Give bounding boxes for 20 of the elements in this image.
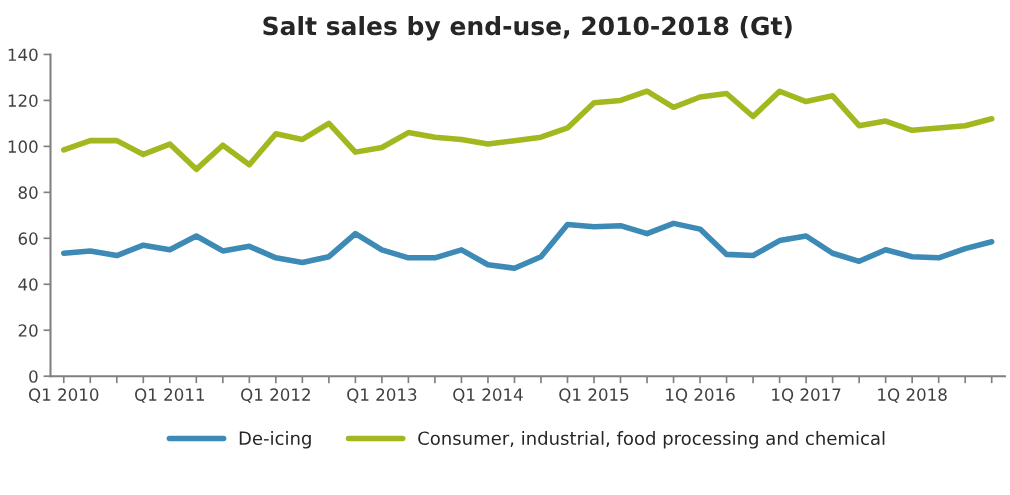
y-tick-label: 140: [8, 48, 38, 62]
x-tick-label: 1Q 2017: [772, 388, 841, 403]
y-tick-label: 80: [18, 186, 38, 199]
y-tick-label: 60: [18, 232, 38, 245]
x-tick-label: Q1 2012: [241, 388, 310, 403]
x-tick-label: 1Q 2016: [666, 388, 735, 403]
x-tick-label: 1Q 2018: [878, 388, 947, 403]
y-tick-label: 40: [18, 278, 38, 291]
x-tick-label: Q1 2011: [135, 388, 204, 403]
x-tick-label: Q1 2010: [28, 388, 99, 403]
y-tick-label: 0: [29, 370, 38, 383]
y-tick-label: 20: [18, 324, 38, 337]
x-tick-label: Q1 2013: [347, 388, 417, 403]
chart-title: Salt sales by end-use, 2010-2018 (Gt): [263, 16, 792, 41]
legend-label: Consumer, industrial, food processing and chemical: [418, 431, 885, 449]
x-tick-label: Q1 2014: [453, 388, 523, 403]
legend-label: De-icing: [239, 431, 311, 449]
y-tick-label: 120: [8, 94, 38, 107]
x-tick-label: Q1 2015: [559, 388, 629, 403]
y-tick-label: 100: [8, 140, 38, 153]
